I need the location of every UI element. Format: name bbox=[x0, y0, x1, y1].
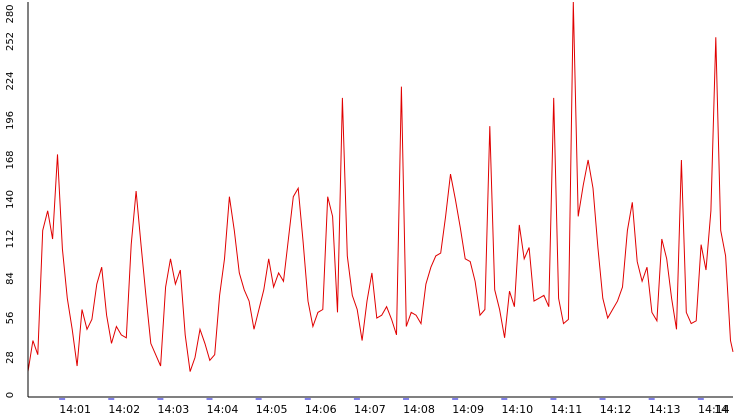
x-tick-label: 14:12 bbox=[600, 403, 632, 415]
x-tick-label: 14:03 bbox=[158, 403, 190, 415]
y-tick-label: 84 bbox=[5, 272, 16, 285]
x-tick-label: 14:04 bbox=[207, 403, 239, 415]
x-tick-label: 14:08 bbox=[403, 403, 435, 415]
x-tick-label: 14:02 bbox=[108, 403, 140, 415]
y-tick-label: 112 bbox=[5, 229, 16, 248]
x-tick-label: 14:14 bbox=[698, 403, 730, 415]
y-tick-label: 168 bbox=[5, 150, 16, 169]
x-tick-label: 14:10 bbox=[501, 403, 533, 415]
y-axis-tick-labels: 0 28 56 84 112 140 168 196 224 252 280 bbox=[5, 4, 16, 398]
x-tick-label: 14:05 bbox=[256, 403, 288, 415]
y-tick-label: 56 bbox=[5, 312, 16, 325]
x-tick-label: 14:06 bbox=[305, 403, 337, 415]
y-tick-label: 252 bbox=[5, 32, 16, 51]
y-tick-label: 140 bbox=[5, 190, 16, 209]
x-tick-label: 14:09 bbox=[452, 403, 484, 415]
y-tick-label: 28 bbox=[5, 351, 16, 364]
x-tick-label: 14:01 bbox=[59, 403, 91, 415]
x-axis-tick-labels: 14:01 14:02 14:03 14:04 14:05 14:06 14:07 14:08… bbox=[59, 403, 729, 415]
y-tick-label: 196 bbox=[5, 111, 16, 130]
series-line bbox=[27, 1, 734, 372]
y-tick-label: 224 bbox=[5, 71, 16, 90]
x-tick-label: 14 bbox=[714, 403, 728, 415]
y-tick-label: 0 bbox=[5, 392, 16, 398]
x-tick-label: 14:07 bbox=[354, 403, 386, 415]
y-tick-label: 280 bbox=[5, 4, 16, 23]
x-tick-label: 14:13 bbox=[649, 403, 681, 415]
x-tick-label: 14:11 bbox=[551, 403, 583, 415]
